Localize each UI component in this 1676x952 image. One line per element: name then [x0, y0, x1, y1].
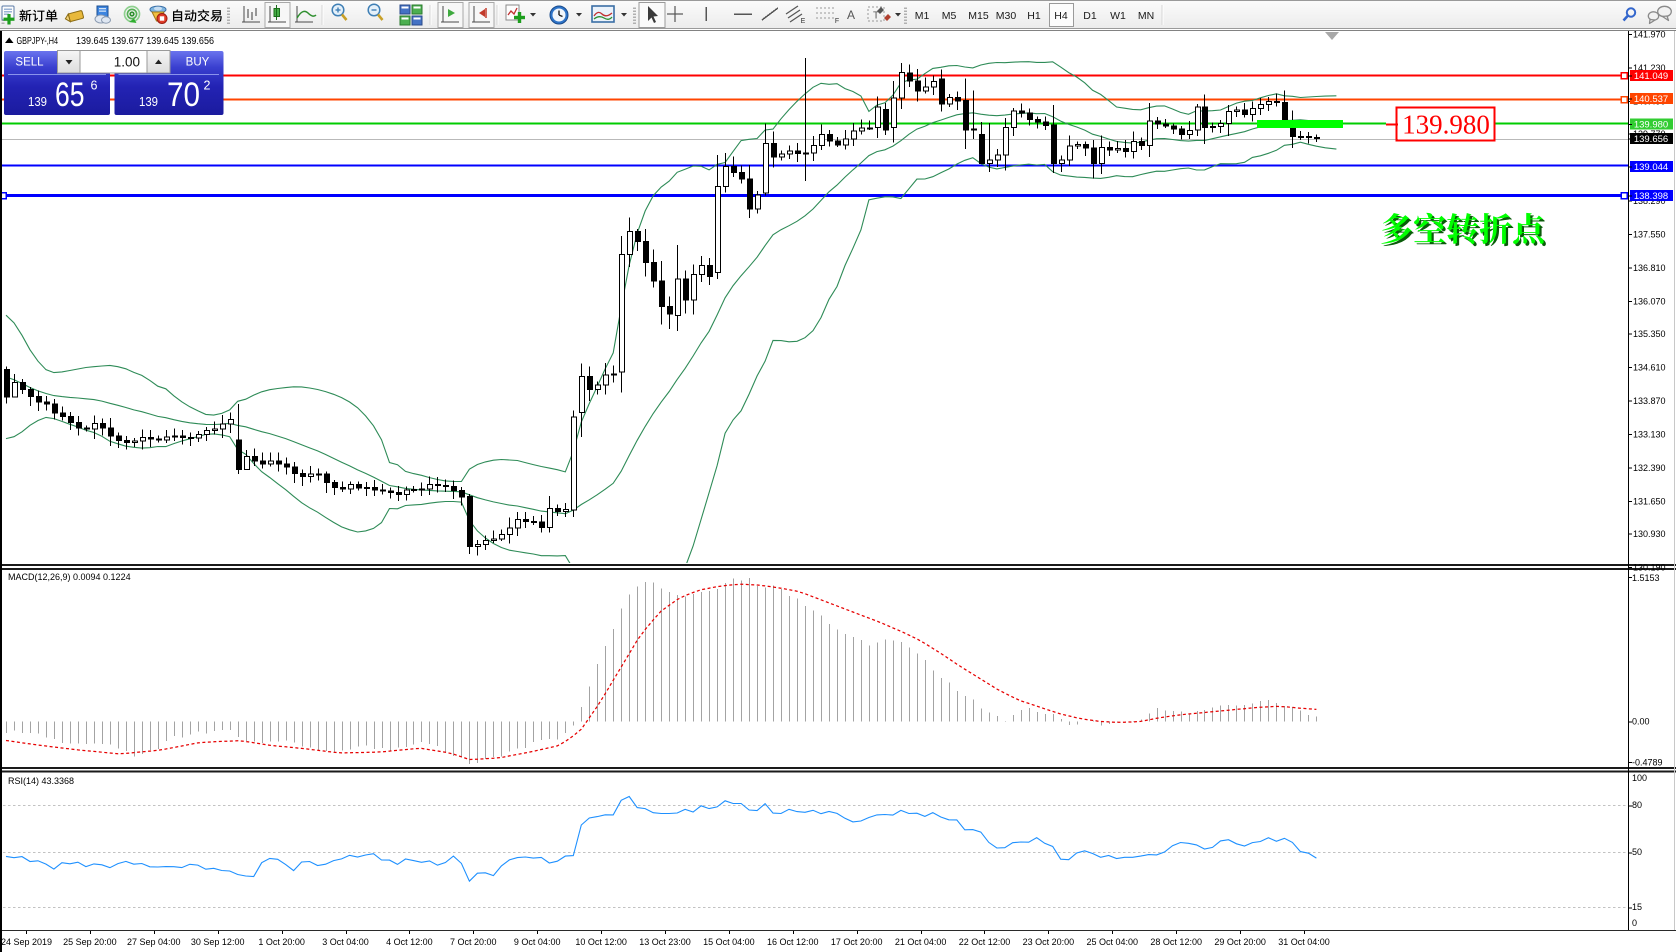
svg-text:139: 139: [28, 94, 47, 109]
svg-text:17 Oct 20:00: 17 Oct 20:00: [831, 937, 883, 947]
svg-text:23 Oct 20:00: 23 Oct 20:00: [1023, 937, 1075, 947]
svg-text:M5: M5: [942, 10, 957, 22]
svg-text:139.980: 139.980: [1402, 110, 1490, 140]
svg-text:139.980: 139.980: [1634, 119, 1668, 130]
svg-text:133.870: 133.870: [1633, 396, 1666, 406]
svg-text:15: 15: [1632, 902, 1642, 912]
svg-text:16 Oct 12:00: 16 Oct 12:00: [767, 937, 819, 947]
svg-text:139.044: 139.044: [1634, 162, 1668, 173]
svg-text:T: T: [873, 11, 879, 22]
svg-text:31 Oct 04:00: 31 Oct 04:00: [1278, 937, 1330, 947]
svg-text:4 Oct 12:00: 4 Oct 12:00: [386, 937, 433, 947]
svg-text:SELL: SELL: [15, 57, 44, 69]
svg-text:H1: H1: [1027, 10, 1041, 22]
svg-text:0: 0: [1632, 918, 1637, 928]
svg-text:21 Oct 04:00: 21 Oct 04:00: [895, 937, 947, 947]
svg-text:1 Oct 20:00: 1 Oct 20:00: [258, 937, 305, 947]
svg-text:29 Oct 20:00: 29 Oct 20:00: [1214, 937, 1266, 947]
svg-text:RSI(14) 43.3368: RSI(14) 43.3368: [8, 776, 74, 786]
svg-text:7 Oct 20:00: 7 Oct 20:00: [450, 937, 497, 947]
svg-text:70: 70: [167, 76, 200, 114]
svg-text:M15: M15: [968, 10, 989, 22]
svg-text:136.810: 136.810: [1633, 263, 1666, 273]
svg-text:M1: M1: [915, 10, 930, 22]
svg-text:M30: M30: [996, 10, 1017, 22]
svg-text:80: 80: [1632, 800, 1642, 810]
svg-text:13 Oct 23:00: 13 Oct 23:00: [639, 937, 691, 947]
svg-text:65: 65: [55, 76, 85, 114]
svg-text:9 Oct 04:00: 9 Oct 04:00: [514, 937, 561, 947]
svg-text:24 Sep 2019: 24 Sep 2019: [1, 937, 52, 947]
svg-text:BUY: BUY: [186, 57, 210, 69]
svg-text:139.656: 139.656: [1634, 134, 1668, 145]
svg-text:25 Sep 20:00: 25 Sep 20:00: [63, 937, 117, 947]
svg-text:22 Oct 12:00: 22 Oct 12:00: [959, 937, 1011, 947]
svg-text:25 Oct 04:00: 25 Oct 04:00: [1087, 937, 1139, 947]
svg-text:135.350: 135.350: [1633, 329, 1666, 339]
svg-text:A: A: [847, 8, 855, 22]
svg-text:100: 100: [1632, 773, 1647, 783]
svg-text:138.398: 138.398: [1634, 191, 1668, 202]
svg-text:140.537: 140.537: [1634, 94, 1668, 105]
svg-text:141.230: 141.230: [1633, 63, 1666, 73]
svg-text:30 Sep 12:00: 30 Sep 12:00: [191, 937, 245, 947]
svg-text:D1: D1: [1083, 10, 1097, 22]
svg-text:137.550: 137.550: [1633, 229, 1666, 239]
svg-text:130.190: 130.190: [1633, 563, 1666, 573]
svg-text:H4: H4: [1054, 10, 1068, 22]
svg-text:W1: W1: [1110, 10, 1126, 22]
svg-text:-0.4789: -0.4789: [1632, 758, 1663, 768]
svg-text:131.650: 131.650: [1633, 496, 1666, 506]
svg-text:6: 6: [91, 79, 98, 93]
svg-text:MN: MN: [1138, 10, 1154, 22]
svg-text:0.00: 0.00: [1632, 717, 1650, 727]
svg-text:139.645 139.677 139.645 139.65: 139.645 139.677 139.645 139.656: [76, 36, 214, 47]
svg-text:141.049: 141.049: [1634, 71, 1668, 82]
svg-text:3 Oct 04:00: 3 Oct 04:00: [322, 937, 369, 947]
svg-text:130.930: 130.930: [1633, 529, 1666, 539]
svg-text:139: 139: [139, 94, 158, 109]
svg-text:E: E: [801, 18, 806, 25]
svg-text:10 Oct 12:00: 10 Oct 12:00: [575, 937, 627, 947]
svg-text:133.130: 133.130: [1633, 429, 1666, 439]
svg-text:27 Sep 04:00: 27 Sep 04:00: [127, 937, 181, 947]
svg-text:1.00: 1.00: [114, 55, 140, 70]
svg-text:F: F: [835, 18, 839, 25]
svg-text:GBPJPY-,H4: GBPJPY-,H4: [17, 36, 59, 47]
svg-text:136.070: 136.070: [1633, 296, 1666, 306]
svg-text:141.970: 141.970: [1633, 29, 1666, 39]
svg-text:MACD(12,26,9) 0.0094 0.1224: MACD(12,26,9) 0.0094 0.1224: [8, 572, 131, 582]
svg-text:134.610: 134.610: [1633, 362, 1666, 372]
svg-text:28 Oct 12:00: 28 Oct 12:00: [1150, 937, 1202, 947]
svg-text:50: 50: [1632, 847, 1642, 857]
svg-text:132.390: 132.390: [1633, 463, 1666, 473]
svg-text:15 Oct 04:00: 15 Oct 04:00: [703, 937, 755, 947]
svg-text:2: 2: [204, 79, 211, 93]
svg-text:1.5153: 1.5153: [1632, 573, 1660, 583]
